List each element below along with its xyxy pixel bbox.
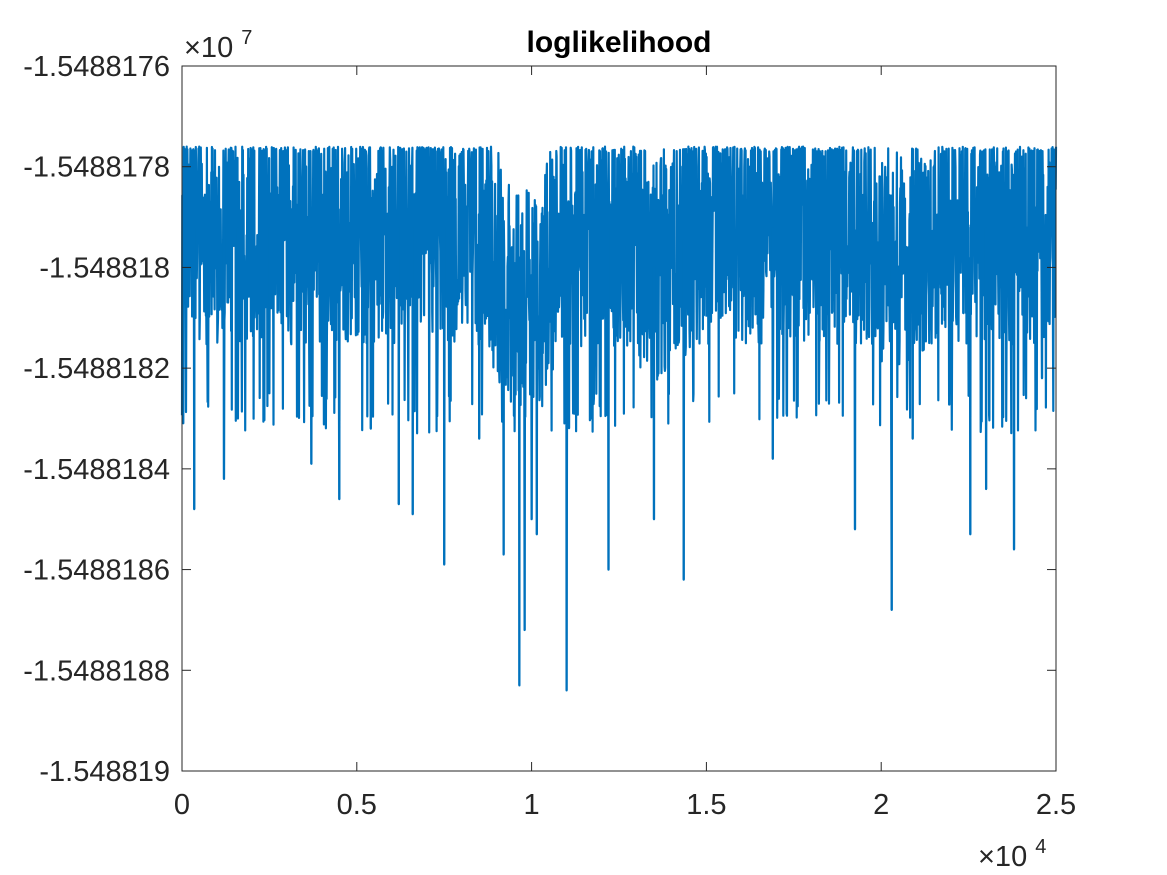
x-tick-label: 1.5 bbox=[686, 789, 726, 821]
chart-title: loglikelihood bbox=[527, 26, 712, 59]
x-tick-label: 2.5 bbox=[1036, 789, 1076, 821]
ticks-layer: 0 0.5 1 1.5 2 2.5 -1.548819 -1.5488188 -1.548818… bbox=[23, 51, 1076, 821]
x-tick-label: 0 bbox=[174, 789, 190, 821]
y-tick-label: -1.5488182 bbox=[23, 353, 170, 385]
x-tick-label: 1 bbox=[524, 789, 540, 821]
x-tick-label: 0.5 bbox=[337, 789, 377, 821]
x-tick-label: 2 bbox=[873, 789, 889, 821]
axes-box bbox=[181, 65, 1057, 772]
y-tick-label: -1.5488188 bbox=[23, 655, 170, 687]
x-axis-exponent-power: 4 bbox=[1035, 836, 1046, 858]
y-tick-label: -1.5488178 bbox=[23, 152, 170, 184]
y-tick-label: -1.548818 bbox=[39, 252, 170, 284]
y-axis-exponent-base: ×10 bbox=[184, 32, 233, 64]
y-tick-label: -1.5488176 bbox=[23, 51, 170, 83]
y-tick-label: -1.5488186 bbox=[23, 555, 170, 587]
y-axis-exponent-power: 7 bbox=[241, 27, 252, 49]
y-tick-label: -1.548819 bbox=[39, 756, 170, 788]
series-line-loglikelihood bbox=[180, 145, 1058, 692]
series-layer bbox=[180, 145, 1058, 692]
y-tick-label: -1.5488184 bbox=[23, 454, 170, 486]
x-axis-exponent-base: ×10 bbox=[978, 841, 1027, 873]
x-axis-exponent: ×10 4 bbox=[978, 836, 1046, 873]
y-axis-exponent: ×10 7 bbox=[184, 27, 252, 64]
